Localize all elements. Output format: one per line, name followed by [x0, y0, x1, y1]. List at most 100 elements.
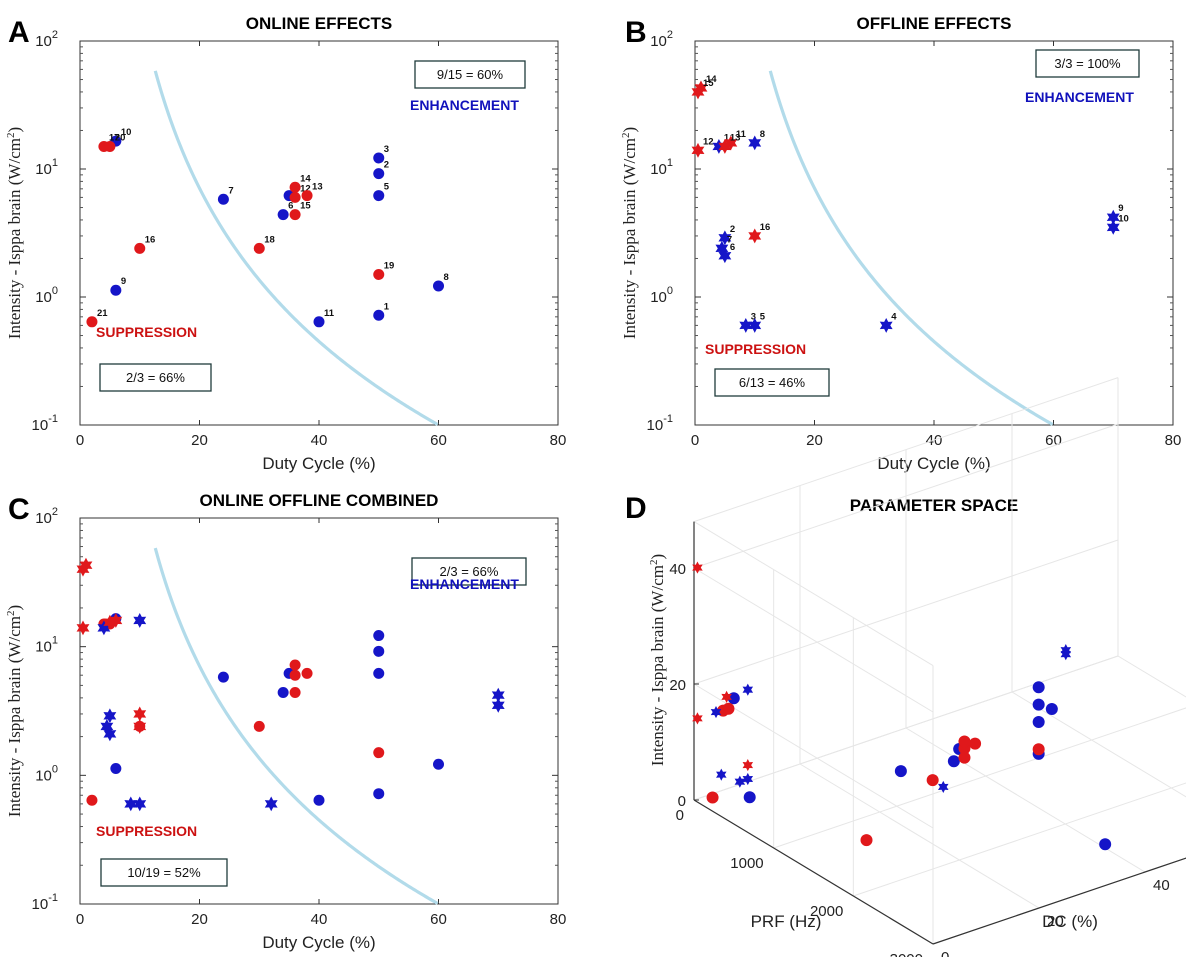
- point-label: 8: [760, 129, 765, 140]
- blue-circle-point: [217, 193, 229, 205]
- blue-circle-point: [743, 791, 756, 804]
- enhancement-ratio-text: 3/3 = 100%: [1054, 56, 1121, 71]
- point-label: 13: [730, 132, 741, 143]
- point-label: 20: [115, 132, 126, 143]
- x-tick-label: 80: [550, 911, 567, 928]
- x-tick-label: 80: [550, 432, 567, 449]
- grid-line: [773, 707, 1186, 849]
- y-tick-label: 102: [35, 506, 58, 527]
- suppression-ratio-text: 10/19 = 52%: [127, 865, 201, 880]
- grid-line: [905, 727, 1146, 873]
- enhancement-ratio-box: [1035, 49, 1140, 78]
- red-star-point: [692, 561, 703, 574]
- prf-axis: [693, 799, 934, 945]
- grid-line: [853, 782, 1186, 897]
- blue-circle-point: [373, 788, 385, 800]
- x-tick-label: 20: [191, 432, 208, 449]
- red-star-point: [109, 612, 123, 628]
- red-circle-point: [134, 242, 146, 254]
- blue-star-point: [712, 139, 726, 154]
- x-tick-label: 0: [691, 432, 699, 449]
- enhancement-label: ENHANCEMENT: [1025, 89, 1134, 105]
- x-tick-label: 60: [430, 911, 447, 928]
- blue-star-point: [718, 248, 732, 264]
- y-axis-label: Intensity - Isppa brain (W/cm2): [620, 127, 639, 339]
- blue-star-point: [748, 135, 762, 151]
- chart-title: ONLINE OFFLINE COMBINED: [200, 491, 439, 510]
- blue-star-point: [710, 706, 722, 719]
- panel-letter: D: [625, 492, 647, 525]
- dc-tick-label: 40: [1153, 877, 1170, 894]
- point-label: 6: [730, 242, 735, 253]
- y-tick-label: 100: [650, 285, 673, 306]
- red-circle-point: [860, 834, 873, 847]
- blue-star-point: [718, 230, 732, 246]
- panel-b: OFFLINE EFFECTSB02040608010-1100101102Du…: [620, 14, 1181, 473]
- y-tick-label: 101: [650, 157, 673, 178]
- point-label: 16: [760, 222, 771, 233]
- point-label: 1: [384, 301, 390, 312]
- suppression-label: SUPPRESSION: [96, 324, 197, 340]
- blue-star-point: [739, 317, 753, 333]
- dc-tick-label: 20: [1047, 913, 1064, 930]
- red-star-point: [748, 228, 762, 244]
- blue-star-point: [734, 775, 746, 788]
- point-label: 9: [121, 276, 126, 287]
- red-circle-point: [969, 737, 982, 750]
- red-star-point: [76, 620, 90, 636]
- blue-star-point: [133, 612, 147, 628]
- blue-circle-point: [313, 316, 325, 328]
- chart-title: OFFLINE EFFECTS: [857, 14, 1012, 33]
- z-tick-label: 40: [669, 561, 686, 578]
- red-star-point: [718, 139, 732, 154]
- prf-axis-label: PRF (Hz): [751, 912, 822, 931]
- point-label: 14: [706, 74, 717, 85]
- blue-circle-point: [217, 671, 229, 683]
- enhancement-ratio-text: 9/15 = 60%: [437, 67, 504, 82]
- threshold-curve: [153, 547, 439, 905]
- red-circle-point: [706, 791, 719, 804]
- grid-line: [693, 521, 934, 667]
- point-label: 6: [288, 201, 293, 212]
- point-label: 3: [751, 311, 756, 322]
- dc-axis: [932, 857, 1186, 945]
- enhancement-ratio-box: [414, 60, 526, 89]
- point-label: 15: [703, 78, 714, 89]
- blue-star-point: [715, 240, 729, 256]
- red-circle-point: [373, 268, 385, 280]
- point-label: 8: [444, 272, 449, 283]
- y-axis-label: Intensity - Isppa brain (W/cm2): [648, 554, 667, 766]
- x-tick-label: 0: [76, 911, 84, 928]
- blue-circle-point: [433, 280, 444, 292]
- x-tick-label: 40: [311, 432, 328, 449]
- blue-circle-point: [373, 630, 385, 642]
- blue-star-point: [491, 687, 505, 703]
- blue-star-point: [938, 780, 949, 793]
- chart-title: ONLINE EFFECTS: [246, 14, 392, 33]
- y-tick-label: 10-1: [647, 413, 673, 434]
- red-circle-point: [289, 181, 301, 193]
- blue-circle-point: [1032, 681, 1045, 694]
- blue-circle-point: [373, 667, 385, 679]
- blue-circle-point: [947, 755, 960, 768]
- blue-star-point: [716, 768, 727, 781]
- blue-star-point: [133, 796, 147, 812]
- point-label: 19: [384, 260, 395, 271]
- red-circle-point: [289, 659, 301, 671]
- point-label: 11: [736, 129, 747, 140]
- red-circle-point: [722, 702, 735, 715]
- red-circle-point: [289, 669, 301, 681]
- blue-circle-point: [373, 152, 385, 164]
- red-star-point: [103, 614, 117, 630]
- point-label: 17: [109, 132, 120, 143]
- point-label: 3: [384, 144, 389, 155]
- dc-tick-label: 0: [941, 949, 949, 957]
- red-circle-point: [289, 209, 301, 221]
- grid-line: [799, 763, 1040, 909]
- red-star-point: [691, 84, 705, 100]
- x-axis-label: Duty Cycle (%): [262, 933, 375, 952]
- red-star-point: [79, 557, 93, 573]
- red-circle-point: [1032, 743, 1045, 756]
- chart-title: PARAMETER SPACE: [850, 496, 1018, 515]
